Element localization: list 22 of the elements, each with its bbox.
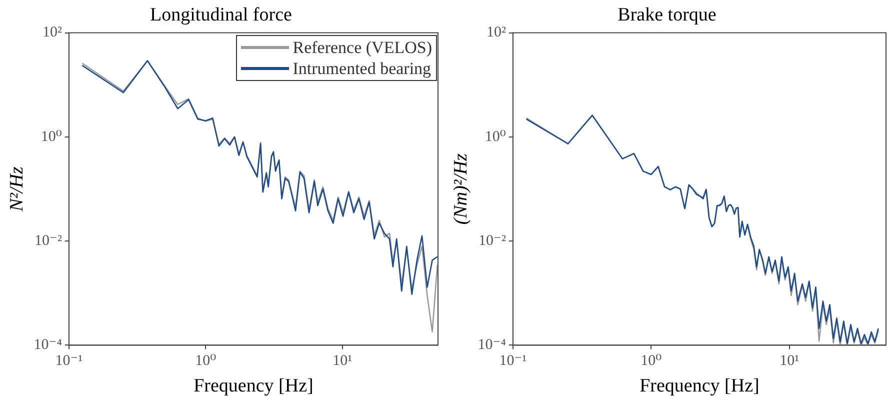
- x-axis-title: Frequency [Hz]: [640, 376, 760, 397]
- chart-title: Brake torque: [618, 4, 716, 26]
- x-tick-label: 10¹: [780, 353, 800, 370]
- x-tick-label: 10⁻¹: [55, 353, 83, 370]
- chart-title: Longitudinal force: [150, 4, 292, 26]
- x-tick-label: 10⁰: [640, 353, 662, 370]
- y-tick-label: 10⁻⁴: [34, 337, 62, 354]
- y-tick-label: 10²: [42, 24, 62, 41]
- y-axis-title: N²/Hz: [6, 166, 28, 212]
- x-axis-title: Frequency [Hz]: [194, 376, 314, 397]
- y-tick-label: 10⁻⁴: [478, 337, 506, 354]
- y-tick-label: 10²: [486, 24, 506, 41]
- y-axis-title: (Nm)²/Hz: [450, 152, 472, 225]
- legend-label: Intrumented bearing: [292, 58, 432, 79]
- legend-label: Reference (VELOS): [292, 36, 432, 58]
- x-tick-label: 10¹: [332, 353, 352, 370]
- y-tick-label: 10⁰: [40, 128, 62, 145]
- y-tick-label: 10⁻²: [478, 233, 506, 250]
- x-tick-label: 10⁰: [195, 353, 216, 370]
- y-tick-label: 10⁻²: [34, 233, 62, 250]
- y-tick-label: 10⁰: [484, 128, 506, 145]
- x-tick-label: 10⁻¹: [499, 353, 527, 370]
